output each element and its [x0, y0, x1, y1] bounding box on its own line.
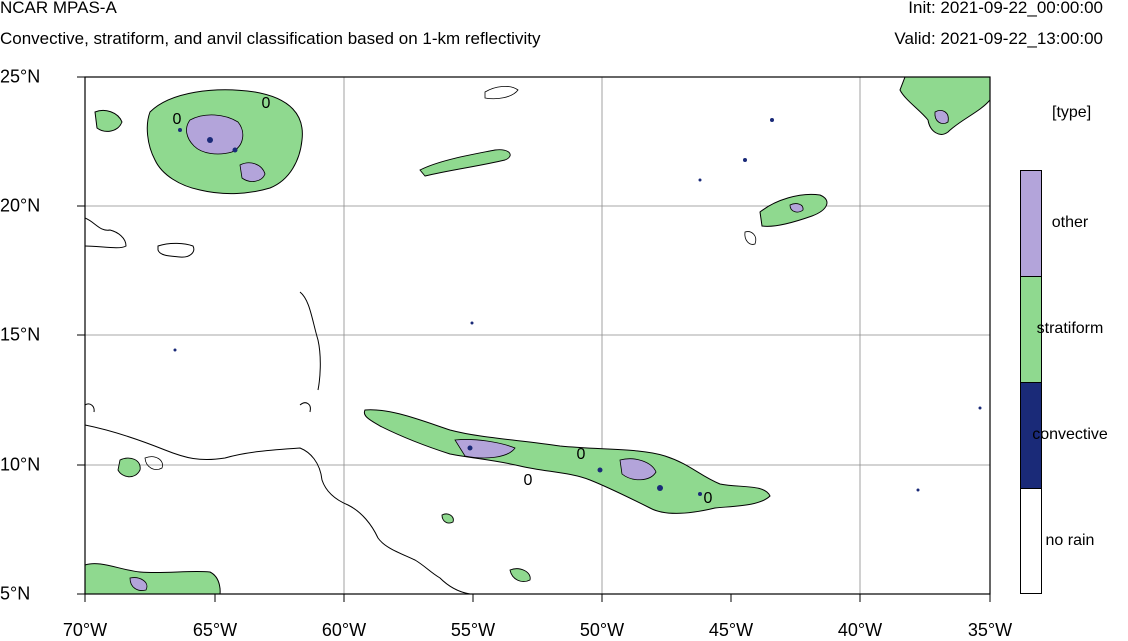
x-tick-label: 35°W [967, 620, 1013, 640]
precip-band-itcz [117, 409, 771, 514]
x-tick-label: 65°W [192, 620, 238, 640]
contour-label: 0 [524, 472, 533, 489]
plot-subtitle: Convective, stratiform, and anvil classi… [0, 29, 541, 48]
legend-title: [type] [1052, 104, 1092, 121]
y-tick-label: 10°N [0, 454, 41, 475]
tick-marks [77, 76, 991, 602]
legend-label-no-rain: no rain [1045, 532, 1095, 549]
x-tick-label: 55°W [450, 620, 496, 640]
legend-label-stratiform: stratiform [1036, 320, 1104, 337]
y-tick-label: 20°N [0, 195, 41, 216]
y-tick-label: 25°N [0, 66, 41, 87]
contour-label: 0 [262, 95, 271, 112]
legend-label-other: other [1051, 214, 1089, 231]
y-tick-label: 15°N [0, 324, 41, 345]
legend-label-convective: convective [1032, 426, 1108, 443]
plot-title: NCAR MPAS-A [0, 0, 117, 17]
contour-label: 0 [173, 111, 182, 128]
valid-time: Valid: 2021-09-22_13:00:00 [894, 29, 1103, 48]
zero-contours [299, 291, 321, 413]
x-tick-label: 45°W [708, 620, 754, 640]
legend-swatch-no-rain [1020, 488, 1042, 594]
precip-cluster-northwest [94, 89, 303, 195]
contour-label: 0 [704, 490, 713, 507]
contour-labels: 0 0 0 0 0 [173, 95, 713, 507]
coastlines [85, 217, 471, 594]
x-tick-label: 40°W [837, 620, 883, 640]
x-tick-label: 50°W [579, 620, 625, 640]
init-time: Init: 2021-09-22_00:00:00 [908, 0, 1103, 17]
contour-label: 0 [577, 446, 586, 463]
precip-cluster-northeast-corner [899, 77, 990, 135]
precip-band-north-central [419, 86, 519, 177]
precip-cluster-southwest [85, 513, 531, 594]
x-tick-label: 60°W [321, 620, 367, 640]
y-tick-label: 5°N [0, 583, 31, 604]
x-tick-label: 70°W [62, 620, 108, 640]
precip-cluster-east [744, 193, 828, 245]
scattered-cells [173, 118, 982, 492]
